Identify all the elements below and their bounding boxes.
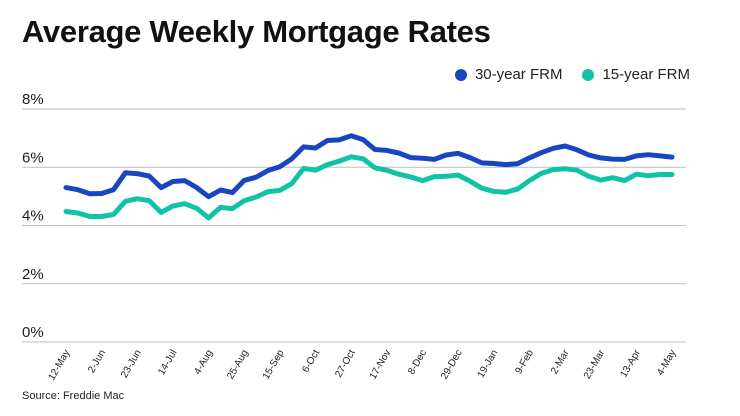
source-note: Source: Freddie Mac [22,390,125,402]
y-tick-label: 4% [22,208,44,225]
y-tick-label: 0% [22,324,44,341]
x-tick-label: 14-Jul [156,348,179,377]
x-tick-label: 9-Feb [513,348,536,377]
x-tick-label: 6-Oct [300,348,322,375]
x-tick-label: 2-Mar [549,347,572,376]
y-tick-label: 8% [22,91,44,108]
x-tick-label: 29-Dec [439,348,465,381]
x-tick-label: 23-Jun [119,348,144,380]
x-tick-label: 25-Aug [225,348,251,381]
x-tick-label: 8-Dec [406,348,429,377]
x-tick-label: 19-Jan [476,348,501,380]
y-tick-label: 6% [22,149,44,166]
chart-title: Average Weekly Mortgage Rates [22,14,491,49]
legend-swatch-15yr [582,68,595,81]
gridlines [22,108,686,343]
x-axis-ticks: 12-May 2-Jun 23-Jun 14-Jul 4-Aug 25-Aug 15-Sep… [46,347,678,382]
legend-label-30yr: 30-year FRM [474,66,563,83]
legend: 30-year FRM 15-year FRM [435,66,690,83]
x-tick-label: 12-May [46,348,72,382]
x-tick-label: 4-Aug [192,348,215,377]
series-line-30yr [63,133,675,200]
series-lines [63,133,675,221]
x-tick-label: 17-Nov [368,348,394,381]
series-line-15yr [63,154,675,221]
x-tick-label: 13-Apr [618,347,643,379]
legend-label-15yr: 15-year FRM [602,66,690,83]
x-tick-label: 2-Jun [86,348,108,375]
legend-swatch-30yr [454,68,467,81]
y-tick-label: 2% [22,266,44,283]
x-tick-label: 15-Sep [261,348,287,382]
legend-item-15yr: 15-year FRM [582,66,690,83]
y-axis-ticks: 0% 2% 4% 6% 8% [22,91,44,341]
x-tick-label: 23-Mar [582,347,608,381]
legend-item-30yr: 30-year FRM [454,66,563,83]
x-tick-label: 4-May [655,348,678,378]
x-tick-label: 27-Oct [333,348,358,380]
